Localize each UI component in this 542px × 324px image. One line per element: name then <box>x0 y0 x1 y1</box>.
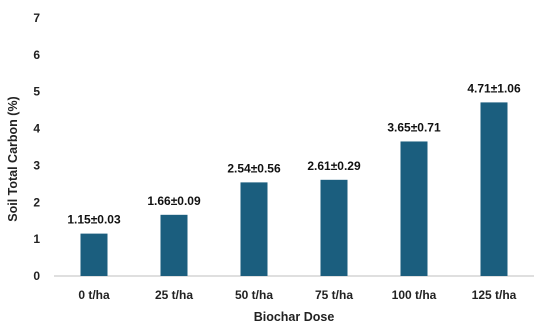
data-label: 1.15±0.03 <box>67 213 121 227</box>
data-label: 2.54±0.56 <box>227 161 281 175</box>
y-tick-label: 6 <box>33 48 40 62</box>
x-tick-label: 0 t/ha <box>78 288 110 302</box>
y-tick-label: 7 <box>33 11 40 25</box>
y-axis-title: Soil Total Carbon (%) <box>6 96 20 221</box>
bar <box>320 179 348 276</box>
y-tick-label: 4 <box>33 122 40 136</box>
y-tick-label: 1 <box>33 232 40 246</box>
y-axis-ticks: 0 1 2 3 4 5 6 7 <box>33 11 40 283</box>
x-tick-label: 50 t/ha <box>235 288 273 302</box>
y-tick-label: 5 <box>33 85 40 99</box>
data-label: 3.65±0.71 <box>387 120 441 134</box>
x-tick-label: 25 t/ha <box>155 288 193 302</box>
bar <box>480 102 508 276</box>
x-tick-label: 100 t/ha <box>392 288 437 302</box>
y-tick-label: 0 <box>33 269 40 283</box>
data-label-group: 1.15±0.03 1.66±0.09 2.54±0.56 2.61±0.29 3.65… <box>67 81 521 226</box>
bar <box>240 182 268 276</box>
data-label: 2.61±0.29 <box>307 159 361 173</box>
bar <box>80 233 108 276</box>
data-label: 4.71±1.06 <box>467 81 521 95</box>
x-axis-title: Biochar Dose <box>254 310 335 324</box>
x-tick-label: 75 t/ha <box>315 288 353 302</box>
bar-group <box>80 102 508 276</box>
y-tick-label: 2 <box>33 195 40 209</box>
bar <box>400 141 428 276</box>
data-label: 1.66±0.09 <box>147 194 201 208</box>
x-axis-ticks: 0 t/ha 25 t/ha 50 t/ha 75 t/ha 100 t/ha 125 t… <box>78 288 516 302</box>
x-tick-label: 125 t/ha <box>472 288 517 302</box>
bar <box>160 214 188 276</box>
y-tick-label: 3 <box>33 158 40 172</box>
